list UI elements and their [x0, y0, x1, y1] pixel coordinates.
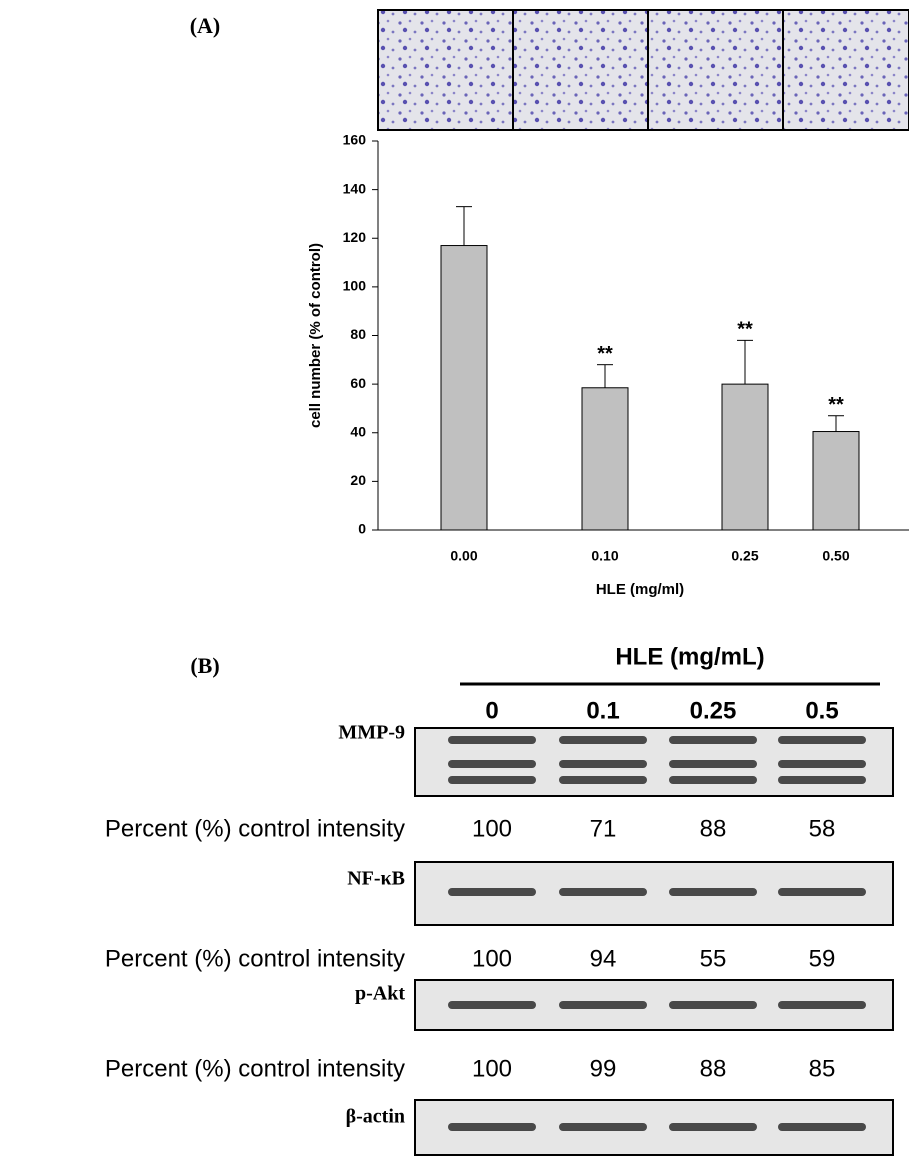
panel-title: HLE (mg/mL): [615, 643, 764, 670]
bar: [721, 383, 769, 531]
band: [448, 776, 536, 784]
intensity-value: 55: [700, 945, 727, 972]
intensity-label: Percent (%) control intensity: [105, 815, 405, 842]
blot-label: NF-κB: [347, 868, 405, 890]
band: [778, 1001, 866, 1009]
lane-label: 0.25: [690, 697, 737, 724]
intensity-value: 94: [590, 945, 617, 972]
band: [448, 760, 536, 768]
band: [778, 888, 866, 896]
x-tick-label: 0.50: [822, 548, 849, 564]
band: [559, 1001, 647, 1009]
x-tick-label: 0.10: [591, 548, 618, 564]
y-tick-label: 60: [350, 375, 366, 391]
lane-label: 0.5: [805, 697, 838, 724]
band: [669, 760, 757, 768]
significance: **: [597, 343, 613, 365]
bar: [581, 387, 629, 531]
intensity-value: 59: [809, 945, 836, 972]
y-tick-label: 100: [343, 278, 367, 294]
band: [669, 1001, 757, 1009]
x-tick-label: 0.00: [450, 548, 477, 564]
intensity-value: 100: [472, 1055, 512, 1082]
band: [559, 760, 647, 768]
significance: **: [828, 394, 844, 416]
band: [448, 736, 536, 744]
band: [778, 1123, 866, 1131]
y-axis-label: cell number (% of control): [307, 243, 324, 428]
y-tick-label: 40: [350, 423, 366, 439]
intensity-value: 100: [472, 945, 512, 972]
band: [448, 1001, 536, 1009]
band: [778, 776, 866, 784]
intensity-value: 71: [590, 815, 617, 842]
band: [559, 776, 647, 784]
lane-label: 0: [485, 697, 498, 724]
y-tick-label: 140: [343, 180, 367, 196]
x-axis-label: HLE (mg/ml): [596, 581, 684, 598]
bar: [812, 431, 860, 531]
y-tick-label: 120: [343, 229, 367, 245]
bar: [440, 245, 488, 531]
band: [669, 888, 757, 896]
y-tick-label: 80: [350, 326, 366, 342]
intensity-label: Percent (%) control intensity: [105, 945, 405, 972]
band: [778, 760, 866, 768]
intensity-value: 100: [472, 815, 512, 842]
blot-label: MMP-9: [338, 722, 405, 744]
band: [559, 1123, 647, 1131]
intensity-label: Percent (%) control intensity: [105, 1055, 405, 1082]
band: [778, 736, 866, 744]
band: [448, 1123, 536, 1131]
intensity-value: 88: [700, 1055, 727, 1082]
blot-label: p-Akt: [355, 983, 405, 1005]
significance: **: [737, 319, 753, 341]
blot-label: β-actin: [346, 1106, 405, 1128]
intensity-value: 58: [809, 815, 836, 842]
band: [559, 736, 647, 744]
lane-label: 0.1: [586, 697, 619, 724]
band: [669, 776, 757, 784]
intensity-value: 99: [590, 1055, 617, 1082]
band: [669, 1123, 757, 1131]
intensity-value: 88: [700, 815, 727, 842]
y-tick-label: 20: [350, 472, 366, 488]
band: [448, 888, 536, 896]
y-tick-label: 160: [343, 132, 367, 148]
y-tick-label: 0: [358, 521, 366, 537]
band: [559, 888, 647, 896]
band: [669, 736, 757, 744]
panel-label: (A): [190, 13, 221, 38]
panel-label: (B): [190, 653, 219, 678]
micrographs: [377, 9, 909, 131]
x-tick-label: 0.25: [731, 548, 758, 564]
intensity-value: 85: [809, 1055, 836, 1082]
